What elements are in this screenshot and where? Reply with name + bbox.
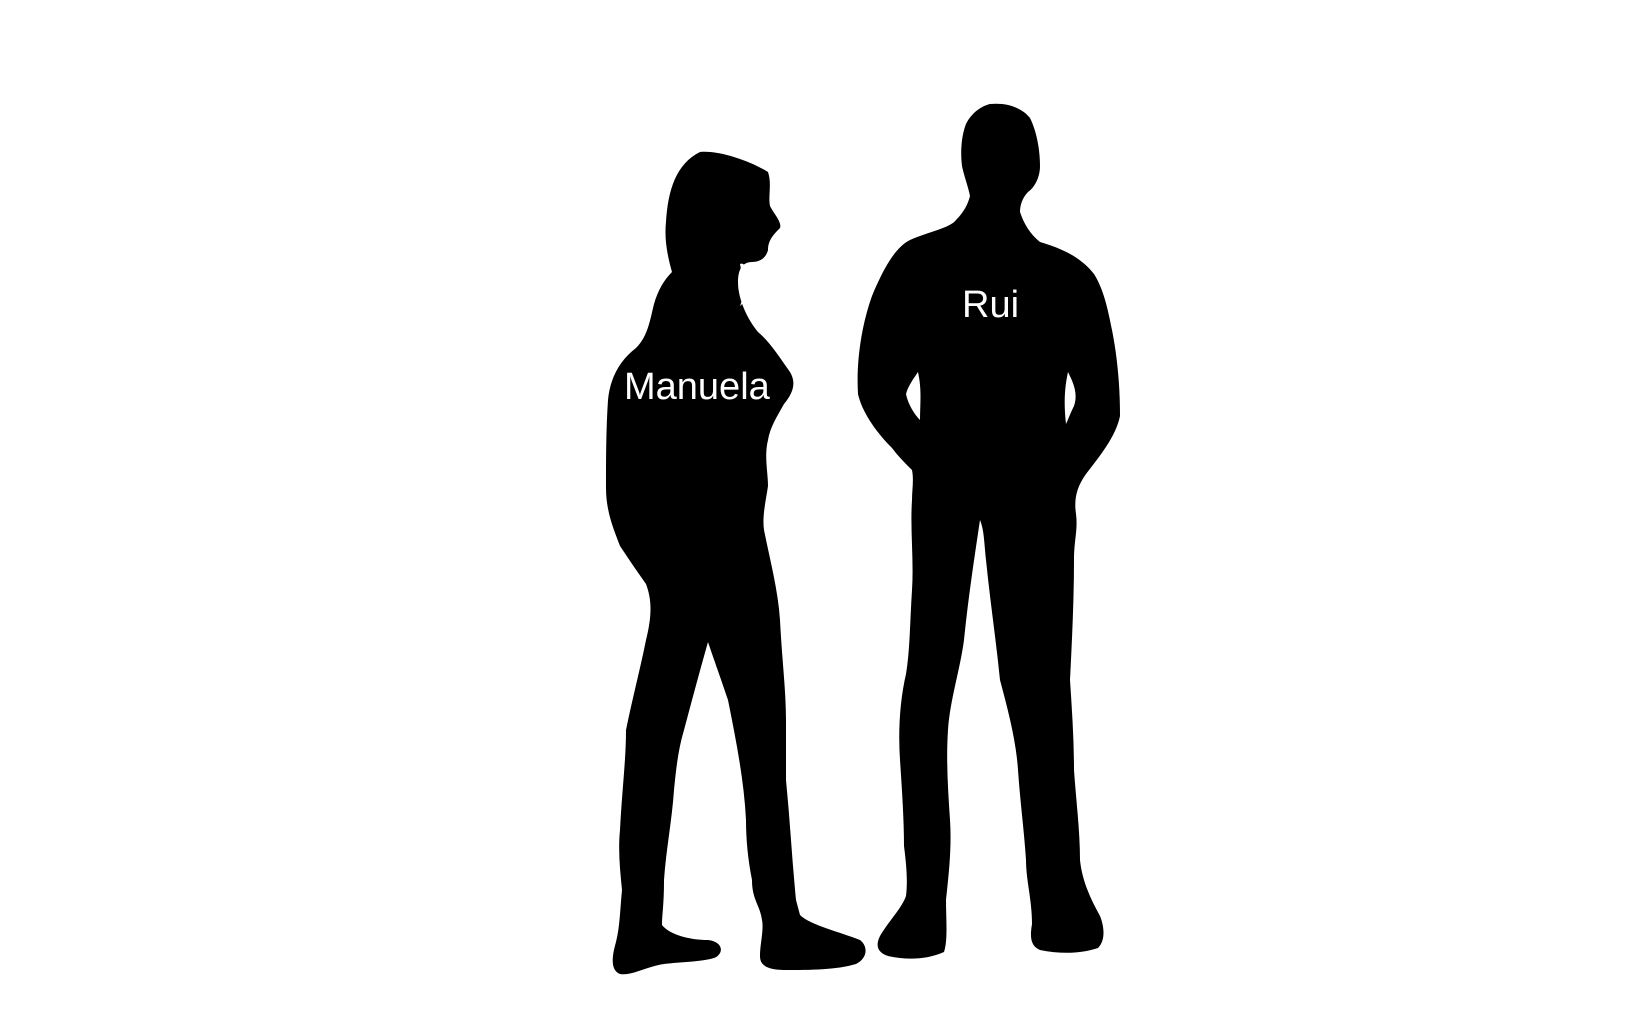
figure-label-woman: Manuela: [624, 366, 771, 408]
man-silhouette-icon: [857, 103, 1120, 959]
woman-silhouette-icon: [606, 151, 866, 975]
figure-label-man: Rui: [962, 284, 1019, 326]
